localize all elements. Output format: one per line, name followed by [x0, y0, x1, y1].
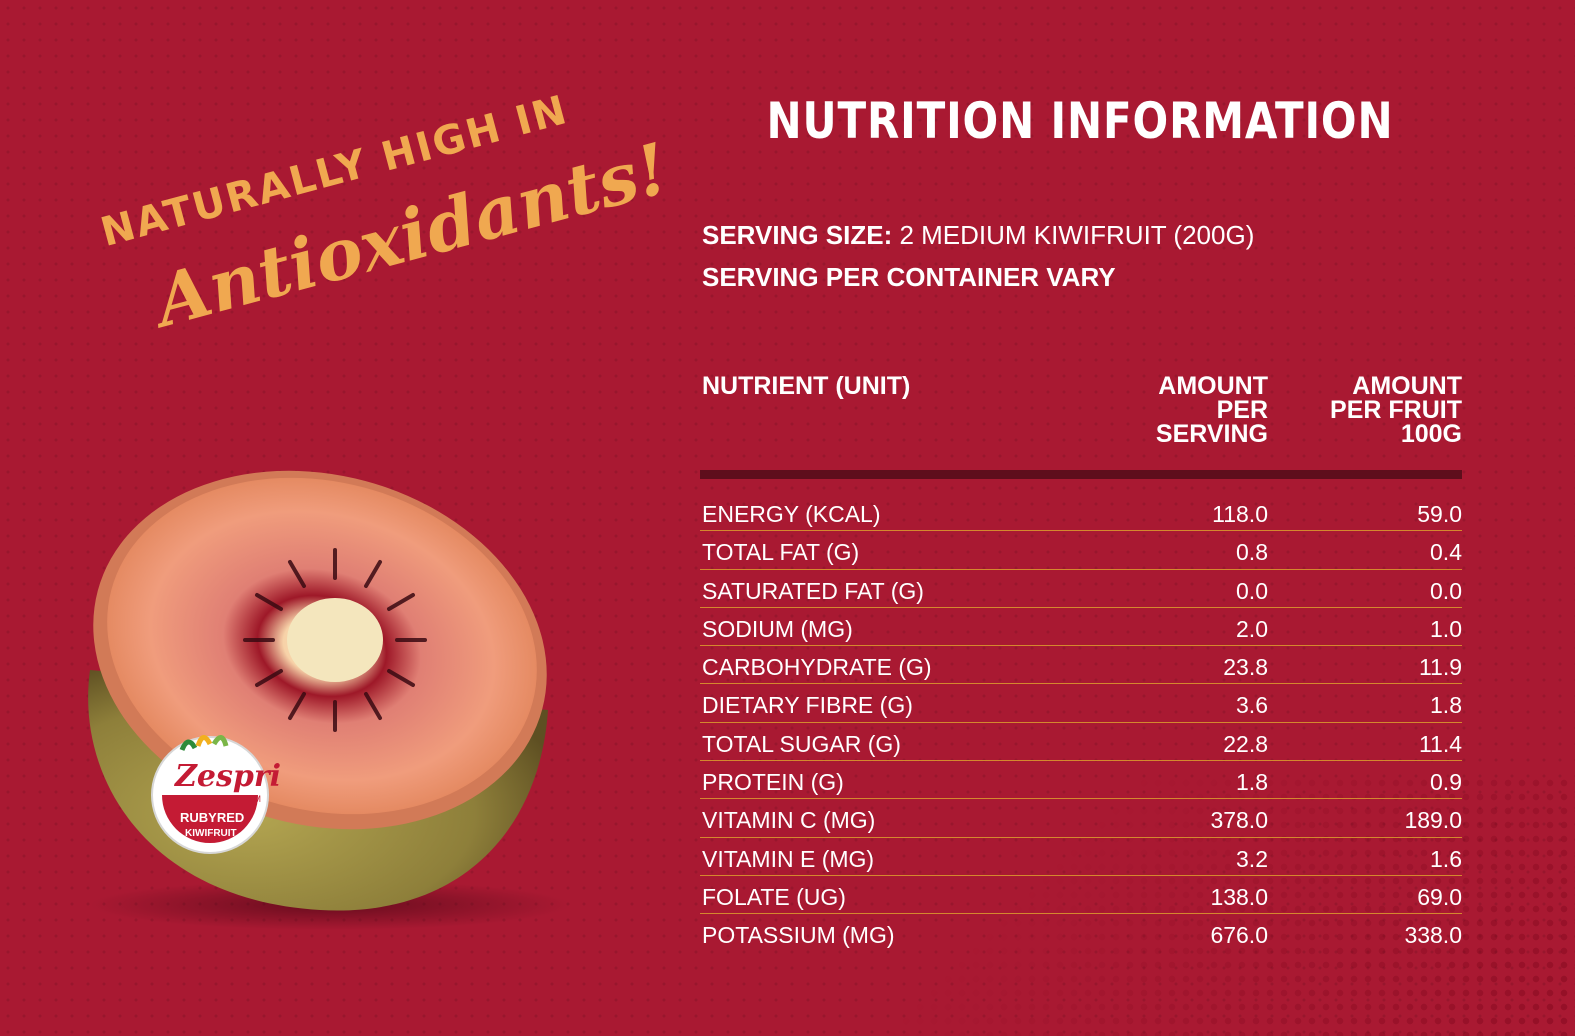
table-row: VITAMIN E (MG) 3.2 1.6: [700, 838, 1462, 876]
amount-per-fruit: 1.8: [1430, 692, 1462, 719]
table-row: SODIUM (MG) 2.0 1.0: [700, 608, 1462, 647]
zespri-sticker: Zespri TM RUBYRED KIWIFRUIT: [151, 735, 281, 854]
amount-per-serving: 2.0: [1236, 615, 1268, 642]
serving-info: SERVING SIZE: 2 MEDIUM KIWIFRUIT (200G) …: [702, 214, 1254, 298]
amount-per-fruit: 189.0: [1404, 807, 1462, 834]
header-rule: [700, 470, 1462, 479]
table-row: ENERGY (KCAL) 118.0 59.0: [700, 493, 1462, 532]
nutrient-name: VITAMIN E (MG): [702, 845, 875, 872]
table-row: VITAMIN C (MG) 378.0 189.0: [700, 799, 1462, 838]
table-row: TOTAL SUGAR (G) 22.8 11.4: [700, 723, 1462, 762]
amount-per-serving: 22.8: [1223, 730, 1268, 757]
amount-per-serving: 378.0: [1210, 807, 1268, 834]
sticker-trademark: TM: [248, 794, 261, 804]
header-per-serving: AMOUNT PER SERVING: [1068, 372, 1268, 448]
table-row: POTASSIUM (MG) 676.0 338.0: [700, 914, 1462, 951]
amount-per-serving: 3.2: [1236, 845, 1268, 872]
table-row: CARBOHYDRATE (G) 23.8 11.9: [700, 646, 1462, 685]
amount-per-serving: 676.0: [1210, 922, 1268, 949]
nutrient-name: CARBOHYDRATE (G): [702, 654, 932, 681]
amount-per-fruit: 0.9: [1430, 769, 1462, 796]
nutrient-name: POTASSIUM (MG): [702, 922, 895, 949]
amount-per-serving: 1.8: [1236, 769, 1268, 796]
header-per-fruit-line1: AMOUNT: [1352, 372, 1462, 400]
amount-per-fruit: 11.4: [1418, 730, 1462, 757]
nutrient-name: TOTAL FAT (G): [702, 539, 860, 566]
amount-per-fruit: 338.0: [1404, 922, 1462, 949]
amount-per-serving: 0.0: [1236, 577, 1268, 604]
nutrient-name: TOTAL SUGAR (G): [702, 730, 901, 757]
header-per-serving-line1: AMOUNT: [1158, 372, 1268, 400]
amount-per-serving: 23.8: [1223, 654, 1268, 681]
amount-per-fruit: 59.0: [1417, 501, 1462, 527]
nutrient-name: FOLATE (UG): [702, 883, 846, 910]
amount-per-serving: 3.6: [1236, 692, 1268, 719]
amount-per-fruit: 69.0: [1417, 883, 1462, 910]
sticker-variety: RUBYRED: [180, 810, 244, 825]
nutrient-name: VITAMIN C (MG): [702, 807, 876, 834]
serving-size-value: 2 MEDIUM KIWIFRUIT (200G): [899, 220, 1255, 250]
header-per-fruit-line2: PER FRUIT: [1330, 396, 1462, 424]
page-title: NUTRITION INFORMATION: [766, 92, 1394, 150]
tagline: NATURALLY HIGH IN Antioxidants!: [96, 87, 677, 380]
amount-per-fruit: 1.6: [1430, 845, 1462, 872]
nutrient-name: ENERGY (KCAL): [702, 501, 881, 527]
amount-per-fruit: 1.0: [1430, 615, 1462, 642]
nutrient-name: DIETARY FIBRE (G): [702, 692, 913, 719]
table-body: ENERGY (KCAL) 118.0 59.0 TOTAL FAT (G) 0.8 0.…: [700, 493, 1462, 952]
nutrient-name: SATURATED FAT (G): [702, 577, 924, 604]
serving-size: SERVING SIZE: 2 MEDIUM KIWIFRUIT (200G): [702, 214, 1254, 256]
amount-per-fruit: 11.9: [1418, 654, 1462, 681]
nutrient-name: SODIUM (MG): [702, 615, 853, 642]
amount-per-fruit: 0.4: [1430, 539, 1462, 566]
table-row: SATURATED FAT (G) 0.0 0.0: [700, 570, 1462, 608]
header-nutrient: NUTRIENT (UNIT): [702, 372, 911, 400]
sticker-product: KIWIFRUIT: [185, 828, 237, 839]
header-per-fruit: AMOUNT PER FRUIT 100G: [1272, 372, 1462, 448]
amount-per-serving: 138.0: [1210, 883, 1268, 910]
nutrition-table: NUTRIENT (UNIT) AMOUNT PER SERVING AMOUN…: [700, 370, 1462, 952]
table-header: NUTRIENT (UNIT) AMOUNT PER SERVING AMOUN…: [700, 370, 1462, 470]
table-row: DIETARY FIBRE (G) 3.6 1.8: [700, 684, 1462, 723]
amount-per-fruit: 0.0: [1430, 577, 1462, 604]
header-per-fruit-line3: 100G: [1400, 420, 1462, 448]
header-per-serving-line3: SERVING: [1155, 420, 1268, 448]
serving-per-container: SERVING PER CONTAINER VARY: [702, 262, 1116, 292]
kiwifruit-image: Zespri TM RUBYRED KIWIFRUIT: [70, 450, 590, 930]
amount-per-serving: 0.8: [1236, 539, 1268, 566]
amount-per-serving: 118.0: [1212, 501, 1268, 527]
sticker-logo: Zespri: [174, 759, 281, 794]
nutrient-name: PROTEIN (G): [702, 769, 844, 796]
table-row: FOLATE (UG) 138.0 69.0: [700, 876, 1462, 915]
header-per-serving-line2: PER: [1216, 396, 1268, 424]
serving-size-label: SERVING SIZE:: [702, 220, 893, 250]
table-row: PROTEIN (G) 1.8 0.9: [700, 761, 1462, 800]
table-row: TOTAL FAT (G) 0.8 0.4: [700, 531, 1462, 570]
